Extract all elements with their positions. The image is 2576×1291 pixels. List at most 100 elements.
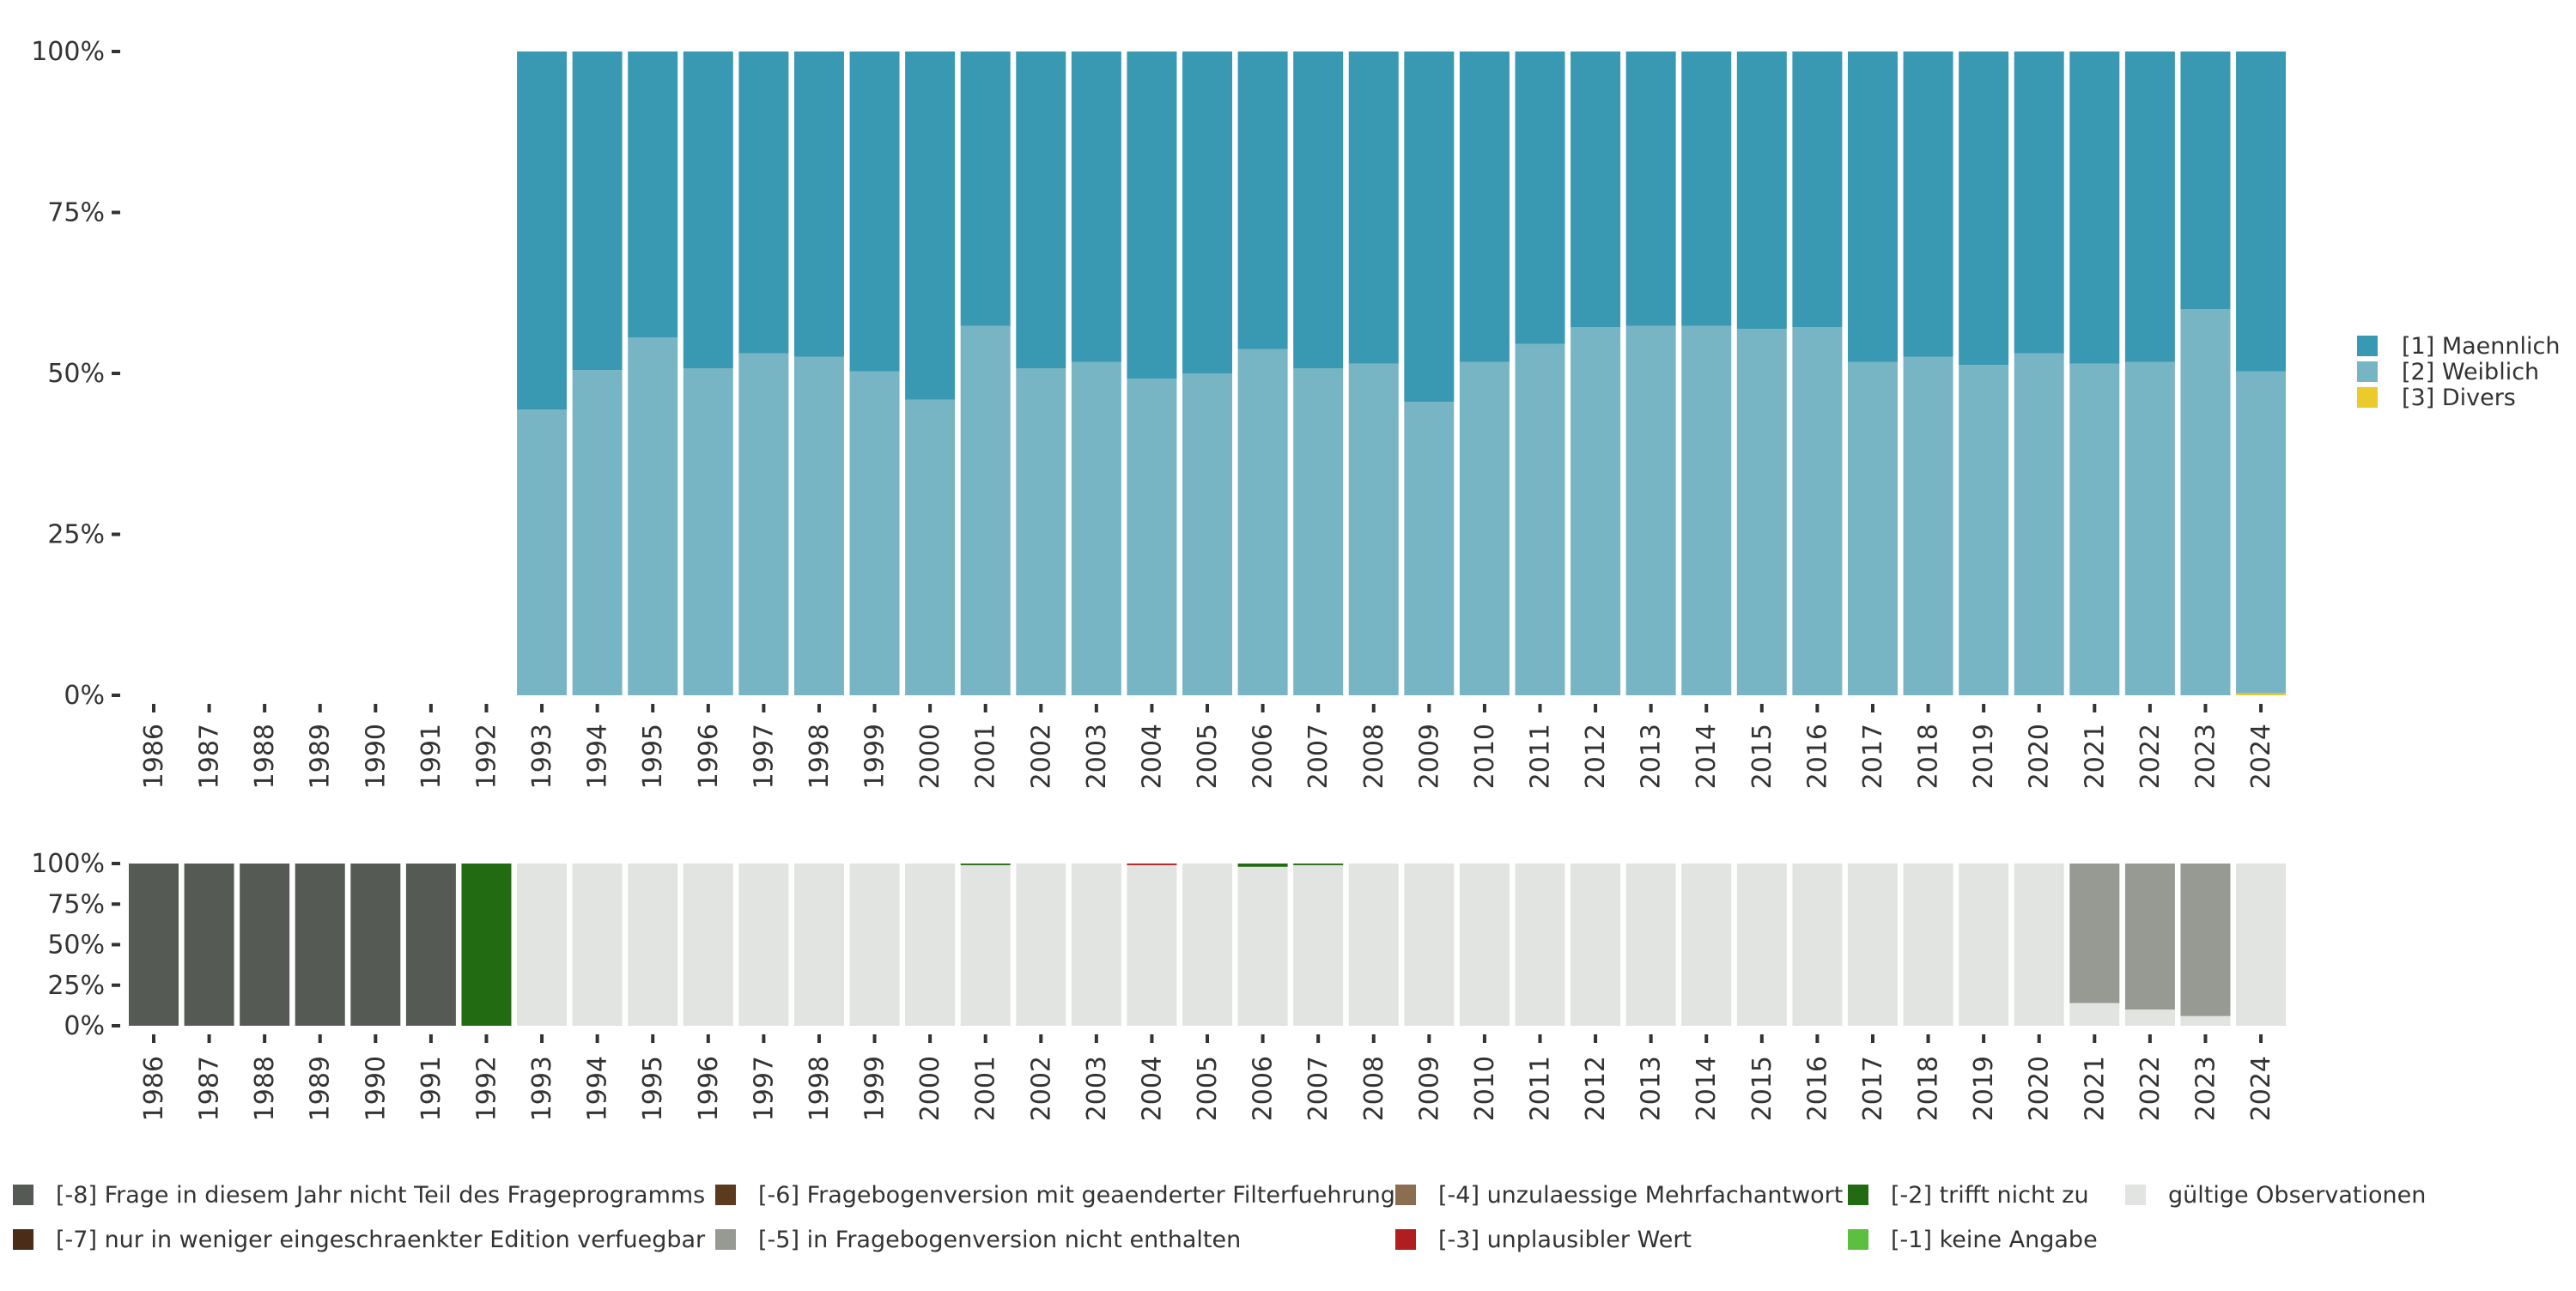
legend-label: [-4] unzulaessige Mehrfachantwort	[1438, 1182, 1843, 1209]
bar-segment	[1127, 864, 1177, 1026]
bar-segment	[2124, 361, 2175, 695]
bar-segment	[1237, 52, 1288, 349]
bar-segment	[738, 52, 789, 354]
bar-segment	[1792, 52, 1843, 327]
bar-segment	[1293, 864, 1344, 865]
bar-segment	[1903, 52, 1953, 357]
bar-segment	[1404, 864, 1455, 1026]
bar-segment	[1792, 327, 1843, 695]
legend-swatch	[2357, 387, 2378, 408]
x-tick-label: 2019	[1969, 1056, 1999, 1121]
x-tick-label: 1996	[694, 1056, 724, 1121]
x-tick-label: 1989	[306, 724, 336, 789]
bar-segment	[1571, 327, 1621, 695]
bar-segment	[793, 52, 844, 357]
bar-segment	[2069, 363, 2120, 695]
x-tick-label: 1998	[805, 1056, 835, 1121]
legend-swatch	[1395, 1185, 1416, 1205]
bar-segment	[1348, 864, 1399, 1026]
legend-swatch	[13, 1229, 33, 1250]
bar-segment	[2236, 864, 2287, 1026]
x-tick-label: 2024	[2246, 724, 2276, 789]
bar-segment	[2014, 864, 2064, 1026]
x-tick-label: 1997	[749, 1056, 779, 1121]
x-tick-label: 2015	[1747, 724, 1777, 789]
x-tick-label: 2005	[1193, 1056, 1223, 1121]
bar-segment	[1293, 864, 1344, 1026]
bar-segment	[350, 864, 401, 1026]
bar-segment	[1071, 864, 1121, 1026]
bar-segment	[683, 864, 733, 1026]
x-tick-label: 1995	[638, 1056, 668, 1121]
x-tick-label: 2005	[1193, 724, 1223, 789]
bar-segment	[2124, 52, 2175, 362]
bar-segment	[1959, 864, 2009, 1026]
bar-segment	[1903, 356, 1953, 695]
bar-segment	[1348, 363, 1399, 695]
x-tick-label: 2018	[1914, 1056, 1944, 1121]
x-tick-label: 1994	[583, 724, 613, 789]
bar-segment	[1182, 864, 1233, 1026]
x-tick-label: 1991	[416, 1056, 447, 1121]
x-tick-label: 2010	[1470, 724, 1500, 789]
x-tick-label: 2012	[1581, 724, 1611, 789]
bar-segment	[1404, 402, 1455, 695]
bar-segment	[1459, 864, 1510, 1026]
legend-label: [-2] trifft nicht zu	[1891, 1182, 2089, 1209]
x-tick-label: 1986	[139, 1056, 169, 1121]
x-tick-label: 1992	[471, 1056, 501, 1121]
bar-segment	[1127, 864, 1177, 865]
bar-segment	[1959, 365, 2009, 695]
legend-swatch	[2125, 1185, 2146, 1205]
bar-segment	[738, 864, 789, 1026]
x-tick-label: 2016	[1802, 724, 1832, 789]
legend-label: [-3] unplausibler Wert	[1438, 1227, 1692, 1253]
bar-segment	[628, 337, 678, 695]
x-tick-label: 2001	[971, 724, 1001, 789]
legend-swatch	[13, 1185, 33, 1205]
bar-segment	[1681, 864, 1732, 1026]
bar-segment	[405, 864, 456, 1026]
legend-swatch	[1848, 1229, 1868, 1250]
x-tick-label: 2010	[1470, 1056, 1500, 1121]
bar-segment	[1237, 349, 1288, 695]
legend-swatch	[1395, 1229, 1416, 1250]
bar-segment	[2069, 52, 2120, 364]
bar-segment	[572, 370, 623, 695]
bar-segment	[240, 864, 290, 1026]
y-tick-label: 75%	[47, 889, 105, 919]
bar-segment	[1736, 52, 1787, 330]
x-tick-label: 2023	[2190, 1056, 2221, 1121]
bar-segment	[1071, 361, 1121, 695]
x-tick-label: 1988	[250, 1056, 280, 1121]
legend-swatch	[2357, 336, 2378, 356]
bar-segment	[1182, 52, 1233, 373]
x-tick-label: 2009	[1414, 724, 1444, 789]
x-tick-label: 2018	[1914, 724, 1944, 789]
legend-label: [-6] Fragebogenversion mit geaenderter F…	[758, 1182, 1395, 1209]
x-tick-label: 2011	[1526, 1056, 1556, 1121]
x-tick-label: 1993	[527, 1056, 557, 1121]
bar-segment	[2180, 864, 2231, 1016]
bar-segment	[1515, 52, 1565, 344]
bar-segment	[517, 52, 568, 409]
x-tick-label: 2004	[1137, 1056, 1167, 1121]
bar-segment	[1625, 864, 1676, 1026]
bar-segment	[2124, 864, 2175, 1010]
bar-segment	[1515, 864, 1565, 1026]
x-tick-label: 2004	[1137, 724, 1167, 789]
bar-segment	[960, 325, 1011, 695]
bar-segment	[1182, 373, 1233, 695]
legend-swatch	[1848, 1185, 1868, 1205]
x-tick-label: 2003	[1082, 1056, 1112, 1121]
x-tick-label: 1996	[694, 724, 724, 789]
bar-segment	[2236, 693, 2287, 695]
bar-segment	[2236, 371, 2287, 694]
bar-segment	[1681, 52, 1732, 326]
bar-segment	[1571, 864, 1621, 1026]
x-tick-label: 1992	[471, 724, 501, 789]
x-tick-label: 2015	[1747, 1056, 1777, 1121]
x-tick-label: 2003	[1082, 724, 1112, 789]
x-tick-label: 2012	[1581, 1056, 1611, 1121]
